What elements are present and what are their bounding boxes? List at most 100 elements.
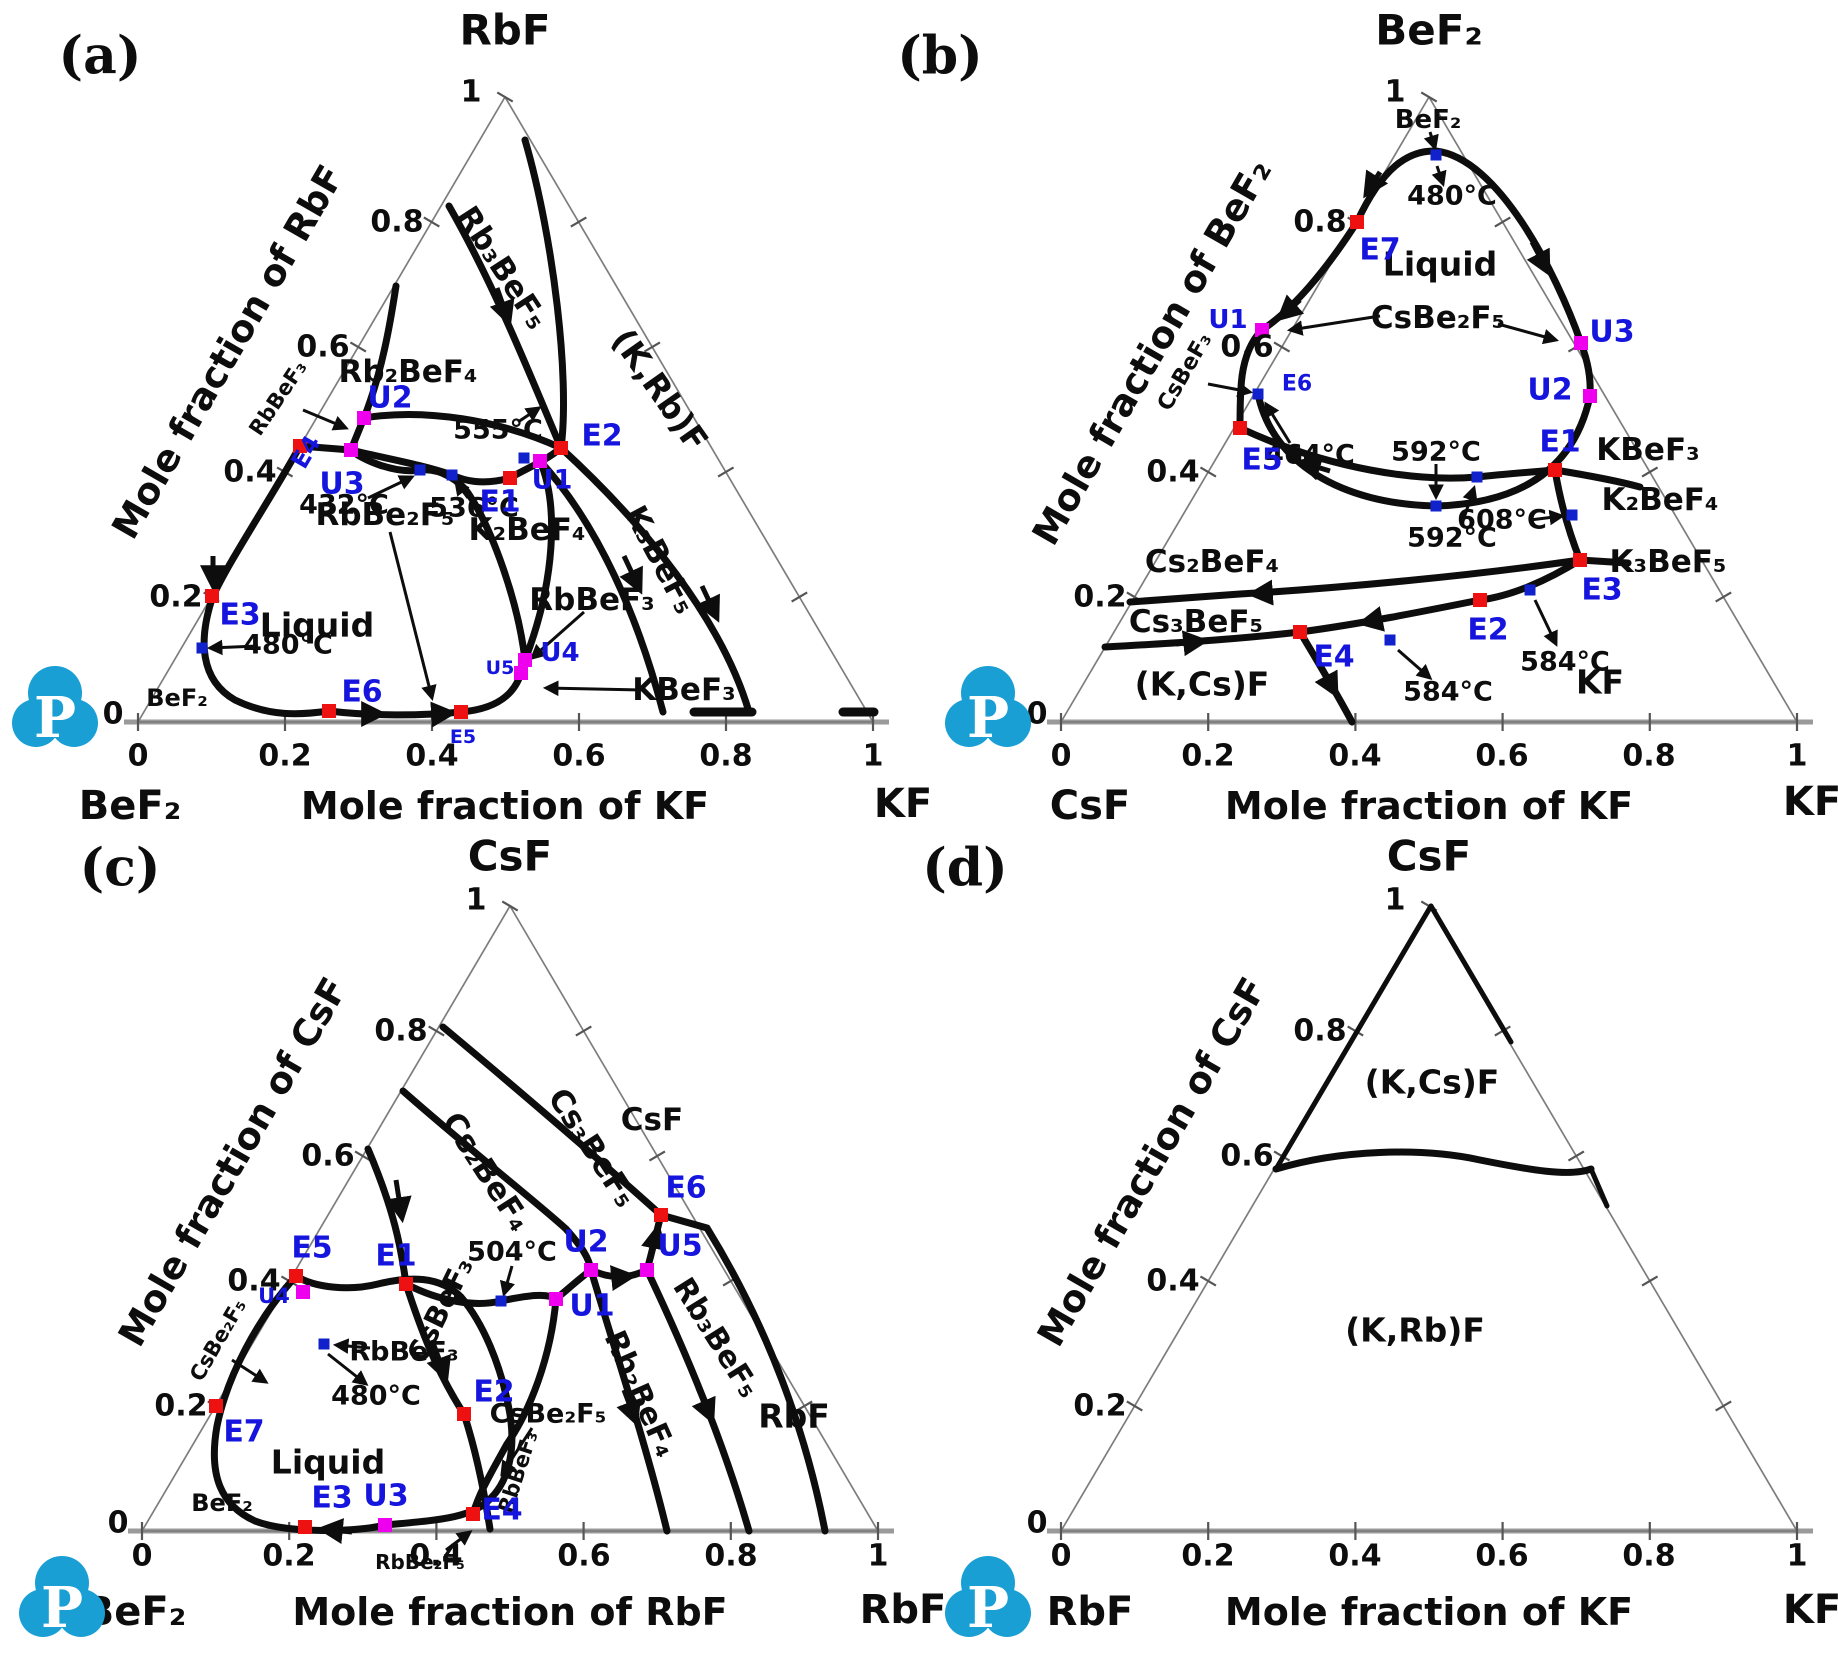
peritectic-point xyxy=(584,1263,598,1277)
tick-mark xyxy=(354,1150,372,1162)
phase-boundary-curve xyxy=(402,1280,468,1418)
logo-shape xyxy=(38,1580,86,1628)
eutectic-point xyxy=(554,441,568,455)
region-label: RbBe₂F₅ xyxy=(375,1550,465,1574)
point-label: E4 xyxy=(481,1493,522,1528)
point-label: E5 xyxy=(291,1231,332,1266)
phase-boundary-curve xyxy=(1236,218,1361,432)
publisher-logo: P xyxy=(19,1556,105,1641)
logo-letter: P xyxy=(34,685,76,751)
phase-boundary-curve xyxy=(445,202,565,452)
eutectic-point xyxy=(399,1277,413,1291)
logo-shape xyxy=(31,690,79,738)
eutectic-point xyxy=(293,439,307,453)
direction-arrow xyxy=(1356,606,1393,632)
temperature-label: 608°C xyxy=(1457,505,1547,536)
tick-label: 1 xyxy=(466,883,487,918)
tick-label: 0.8 xyxy=(370,205,423,240)
corner-label: RbF xyxy=(1047,1589,1134,1635)
phase-boundary-curve xyxy=(1272,1148,1595,1176)
tick-mark xyxy=(1567,1150,1585,1162)
eutectic-point xyxy=(1293,625,1307,639)
tick-mark xyxy=(1715,1400,1732,1412)
tick-mark xyxy=(349,341,367,353)
tick-label: 0.2 xyxy=(149,580,202,615)
region-label: Cs₂BeF₄ xyxy=(434,1106,537,1238)
point-label: E1 xyxy=(1539,425,1580,460)
phase-boundary-curve xyxy=(521,136,567,452)
point-label: U1 xyxy=(569,1289,614,1324)
tick-label: 0.8 xyxy=(1293,205,1346,240)
tick-label: 0.2 xyxy=(154,1389,207,1424)
corner-label: KF xyxy=(1783,1587,1838,1633)
temperature-label: 584°C xyxy=(1520,647,1610,678)
tick-label: 0.6 xyxy=(1220,330,1273,365)
tick-label: 1 xyxy=(863,739,884,774)
phase-boundary-curve xyxy=(536,457,667,716)
saddle-point xyxy=(1384,634,1396,646)
temperature-label: 504°C xyxy=(467,1237,557,1268)
eutectic-point xyxy=(466,1507,480,1521)
region-label: CsBe₂F₅ xyxy=(185,1295,251,1386)
point-label: U2 xyxy=(367,381,412,416)
tick-label: 0.4 xyxy=(1328,1539,1381,1574)
tick-mark xyxy=(570,216,587,228)
callout-arrow xyxy=(1286,314,1381,336)
region-label: Liquid xyxy=(1383,245,1497,284)
direction-arrow xyxy=(1314,669,1339,699)
tick-mark xyxy=(1199,1275,1217,1287)
callout-arrow xyxy=(1397,648,1433,681)
tick-label: 0.6 xyxy=(296,330,349,365)
eutectic-point xyxy=(457,1407,471,1421)
direction-arrow xyxy=(691,1386,716,1425)
tick-mark xyxy=(1199,466,1217,478)
saddle-point xyxy=(1524,584,1536,596)
direction-arrow xyxy=(616,1389,641,1427)
tick-label: 0.6 xyxy=(552,739,605,774)
region-label: Rb₂BeF₄ xyxy=(338,354,477,390)
callout-arrow xyxy=(499,1265,515,1297)
tick-label: 0.2 xyxy=(1073,580,1126,615)
callout-arrow xyxy=(454,479,470,499)
tick-label: 1 xyxy=(1787,739,1808,774)
direction-arrow xyxy=(316,1518,353,1545)
region-label: RbBeF₃ xyxy=(529,582,654,618)
region-label: RbBeF₃ xyxy=(244,356,311,440)
point-label: E5 xyxy=(450,726,476,748)
point-label: E2 xyxy=(473,1375,514,1410)
peritectic-point xyxy=(518,653,532,667)
temperature-label: 432°C xyxy=(299,490,389,521)
point-label: U1 xyxy=(1208,305,1247,335)
point-label: U5 xyxy=(657,1229,702,1264)
region-label: RbBe₂F₅ xyxy=(315,497,454,533)
phase-boundary-curve xyxy=(399,1087,595,1274)
tick-label: 1 xyxy=(868,1539,889,1574)
tick-label: 1 xyxy=(461,75,482,110)
region-label: CsBe₂F₅ xyxy=(490,1399,607,1430)
tick-label: 0.4 xyxy=(405,739,458,774)
panel-letter: (b) xyxy=(897,26,983,87)
tick-mark xyxy=(1494,216,1511,228)
saddle-point xyxy=(1566,509,1578,521)
tick-label: 0 xyxy=(132,1539,153,1574)
callout-arrow xyxy=(1533,599,1558,647)
eutectic-point xyxy=(454,705,468,719)
direction-arrow xyxy=(1175,630,1210,657)
temperature-label: 584°C xyxy=(1403,677,1493,708)
eutectic-point xyxy=(503,471,517,485)
phase-boundary-curve xyxy=(439,1023,665,1219)
direction-arrow xyxy=(641,1222,667,1251)
eutectic-point xyxy=(1548,463,1562,477)
point-label: E7 xyxy=(223,1415,264,1450)
triangle-edge xyxy=(141,905,511,1532)
tick-label: 0.4 xyxy=(227,1264,280,1299)
point-label: E3 xyxy=(219,598,260,633)
region-label: BeF₂ xyxy=(191,1489,252,1517)
eutectic-point xyxy=(1350,215,1364,229)
tick-label: 0.4 xyxy=(1146,455,1199,490)
tick-label: 0.2 xyxy=(1181,1539,1234,1574)
phase-boundary-curve xyxy=(460,1410,494,1533)
